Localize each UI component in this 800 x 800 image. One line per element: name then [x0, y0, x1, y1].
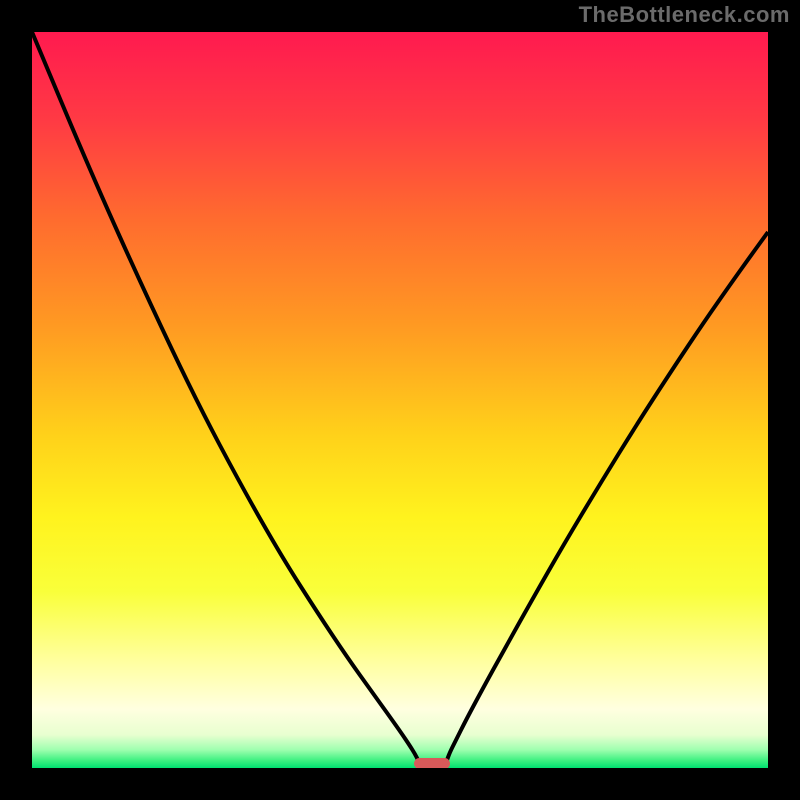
frame-left: [0, 0, 32, 800]
left-curve: [32, 32, 418, 760]
frame-bottom: [0, 768, 800, 800]
bottleneck-curves: [32, 32, 768, 768]
watermark: TheBottleneck.com: [579, 2, 790, 28]
frame-right: [768, 0, 800, 800]
trough-marker: [414, 758, 450, 769]
right-curve: [447, 232, 768, 760]
plot-area: [32, 32, 768, 768]
